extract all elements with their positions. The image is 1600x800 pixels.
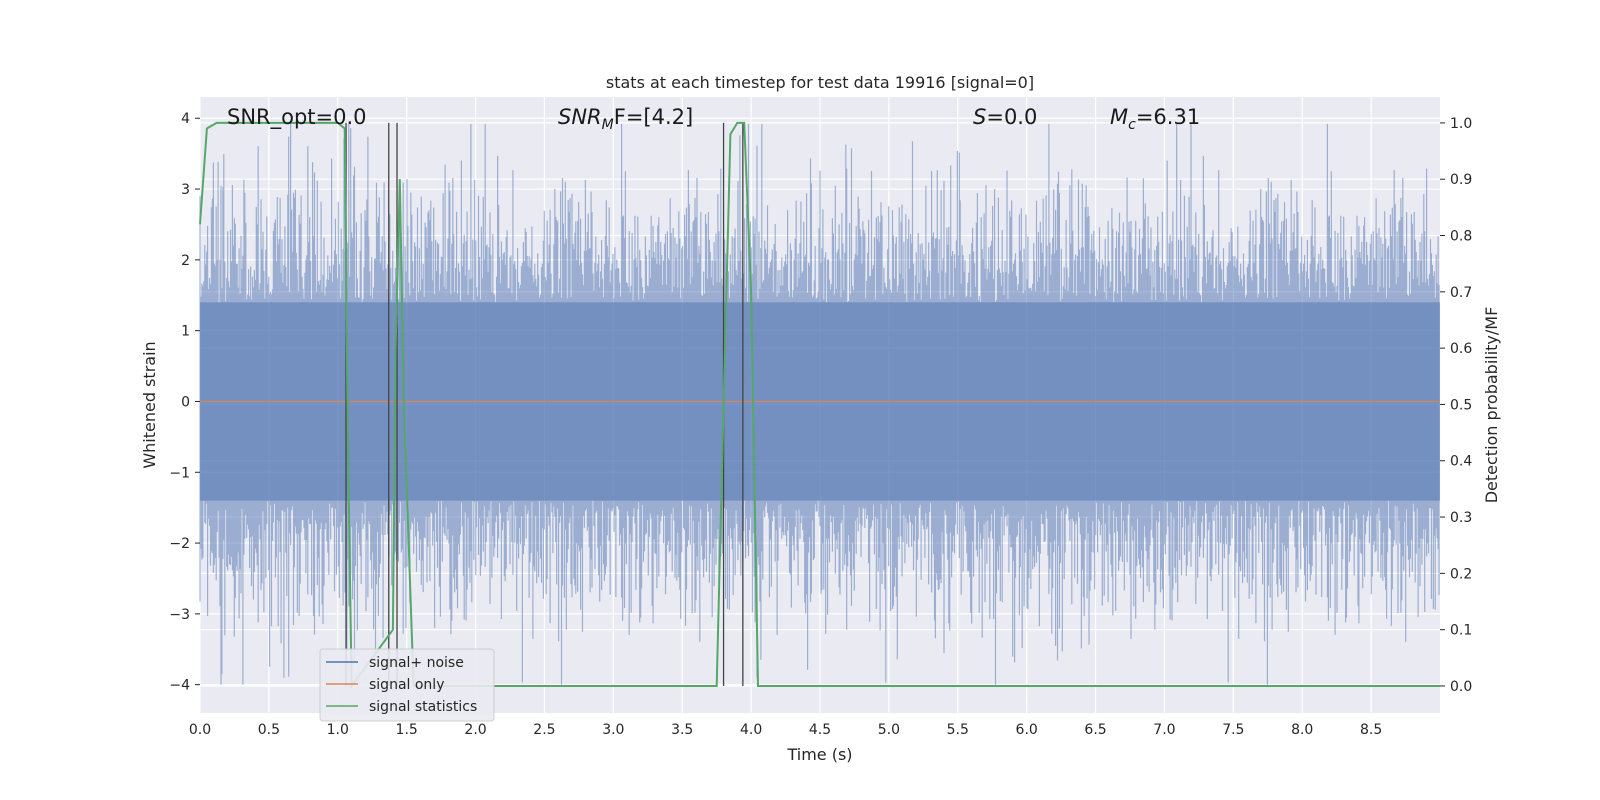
x-tick-label: 4.0 bbox=[740, 722, 762, 738]
y-tick-label: 4 bbox=[181, 111, 190, 127]
annotation-snr-mf-sub: M bbox=[602, 117, 614, 133]
y-right-tick-label: 0.1 bbox=[1450, 623, 1472, 639]
y-tick-label: −3 bbox=[169, 607, 190, 623]
legend-box bbox=[319, 648, 495, 722]
x-axis-ticks: 0.0 0.5 1.0 1.5 2.0 2.5 3.0 3.5 4.0 4.5 5.0 5.5 6.0 6… bbox=[189, 722, 1382, 738]
chart-title: stats at each timestep for test data 199… bbox=[606, 73, 1034, 92]
annotation-s-rest: =0.0 bbox=[986, 105, 1037, 129]
x-tick-label: 8.5 bbox=[1360, 722, 1382, 738]
y-right-tick-label: 0.2 bbox=[1450, 566, 1472, 582]
x-tick-label: 5.0 bbox=[878, 722, 900, 738]
x-tick-label: 7.0 bbox=[1153, 722, 1175, 738]
annotation-s: S=0.0 bbox=[973, 105, 1037, 129]
annotation-mc-rest: =6.31 bbox=[1136, 105, 1200, 129]
x-tick-label: 6.0 bbox=[1016, 722, 1038, 738]
series-signal-statistics-line bbox=[199, 121, 1440, 689]
y-right-tick-label: 0.6 bbox=[1450, 341, 1472, 357]
y-tick-label: −1 bbox=[169, 465, 190, 481]
y-tick-label: 0 bbox=[181, 394, 190, 410]
y-right-tick-label: 0.9 bbox=[1450, 172, 1472, 188]
y-axis-right-ticks: 1.0 0.9 0.8 0.7 0.6 0.5 0.4 0.3 0.2 0.1 0.0 bbox=[1440, 116, 1472, 695]
annotation-snr-mf-main: SNR bbox=[558, 105, 602, 129]
x-tick-label: 3.0 bbox=[602, 722, 624, 738]
x-tick-label: 2.5 bbox=[533, 722, 555, 738]
x-tick-label: 7.5 bbox=[1222, 722, 1244, 738]
annotation-mc: Mc=6.31 bbox=[1110, 105, 1200, 133]
y-tick-label: 3 bbox=[181, 182, 190, 198]
annotation-snr-opt: SNR_opt=0.0 bbox=[227, 105, 367, 130]
legend: signal+ noise signal only signal statist… bbox=[319, 648, 495, 722]
y-right-tick-label: 0.7 bbox=[1450, 285, 1472, 301]
legend-label-signal-plus-noise: signal+ noise bbox=[369, 655, 464, 671]
x-tick-label: 2.0 bbox=[464, 722, 486, 738]
x-tick-label: 1.5 bbox=[396, 722, 418, 738]
y-tick-label: 1 bbox=[181, 324, 190, 340]
y-axis-label: Whitened strain bbox=[140, 341, 159, 468]
y-tick-label: −2 bbox=[169, 536, 190, 552]
y-tick-label: 2 bbox=[181, 253, 190, 269]
annotation-mc-sub: c bbox=[1128, 117, 1136, 133]
x-tick-label: 3.5 bbox=[671, 722, 693, 738]
x-tick-label: 6.5 bbox=[1084, 722, 1106, 738]
annotation-s-main: S bbox=[973, 105, 986, 129]
y-right-tick-label: 0.3 bbox=[1450, 510, 1472, 526]
x-tick-label: 8.0 bbox=[1291, 722, 1313, 738]
y-right-tick-label: 0.4 bbox=[1450, 454, 1472, 470]
y-right-tick-label: 1.0 bbox=[1450, 116, 1472, 132]
x-tick-label: 4.5 bbox=[809, 722, 831, 738]
y-right-tick-label: 0.5 bbox=[1450, 397, 1472, 413]
y-axis-right-label: Detection probability/MF bbox=[1482, 307, 1501, 504]
y-tick-label: −4 bbox=[169, 678, 190, 694]
y-right-tick-label: 0.8 bbox=[1450, 229, 1472, 245]
x-axis-label: Time (s) bbox=[786, 745, 852, 764]
x-tick-label: 1.0 bbox=[327, 722, 349, 738]
annotation-mc-main: M bbox=[1110, 105, 1128, 129]
x-tick-label: 0.0 bbox=[189, 722, 211, 738]
annotation-snr-mf: SNRMF=[4.2] bbox=[558, 105, 693, 133]
y-right-tick-label: 0.0 bbox=[1450, 679, 1472, 695]
legend-label-signal-only: signal only bbox=[369, 677, 444, 693]
x-tick-label: 0.5 bbox=[258, 722, 280, 738]
x-tick-label: 5.5 bbox=[947, 722, 969, 738]
y-axis-ticks: 4 3 2 1 0 −1 −2 −3 −4 bbox=[169, 111, 200, 694]
annotation-snr-mf-rest: F=[4.2] bbox=[614, 105, 693, 129]
legend-label-signal-statistics: signal statistics bbox=[369, 699, 477, 715]
